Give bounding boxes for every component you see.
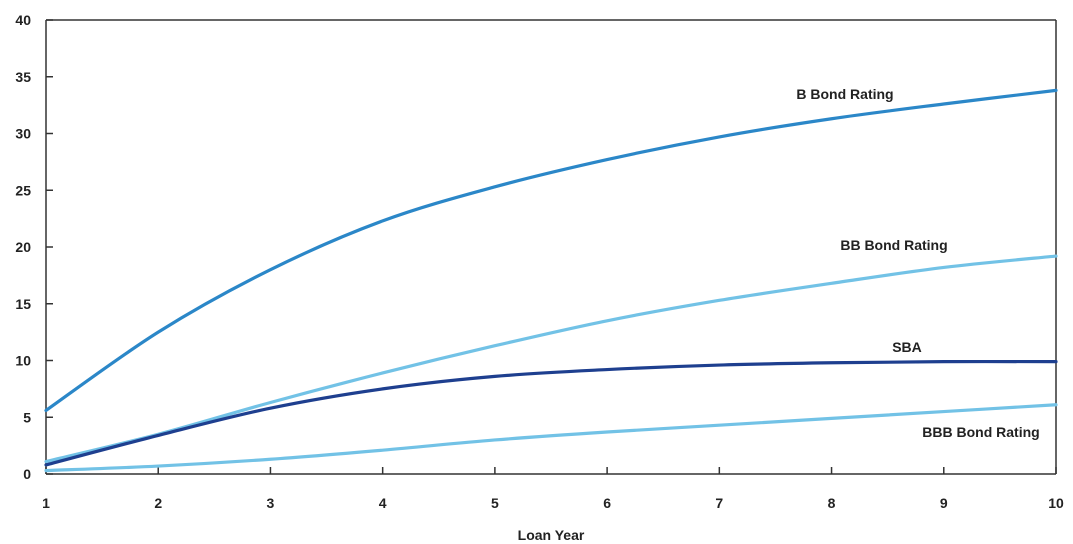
series-lines [44,88,1058,473]
series-label: BB Bond Rating [840,237,947,253]
series-line-sba [44,359,1058,467]
x-tick-label: 1 [42,495,50,511]
y-ticks: 0 5 10 15 20 25 30 35 40 [15,12,53,482]
series-line-bb-bond [44,254,1058,464]
x-tick-label: 6 [603,495,611,511]
series-line-bbb-bond [44,403,1058,473]
y-tick-label: 10 [15,353,31,369]
x-tick-label: 7 [715,495,723,511]
x-tick-label: 2 [154,495,162,511]
y-tick-label: 15 [15,296,31,312]
y-tick-label: 0 [23,466,31,482]
series-labels: B Bond Rating BB Bond Rating SBA BBB Bond R… [796,86,1039,440]
x-tick-label: 9 [940,495,948,511]
x-axis-title: Loan Year [518,527,585,543]
series-label: SBA [892,339,922,355]
y-tick-label: 40 [15,12,31,28]
x-ticks: 1 2 3 4 5 6 7 8 9 10 [42,467,1064,511]
series-label: B Bond Rating [796,86,893,102]
x-tick-label: 8 [828,495,836,511]
x-tick-label: 5 [491,495,499,511]
y-tick-label: 35 [15,69,31,85]
x-tick-label: 3 [267,495,275,511]
series-line-b-bond [44,88,1058,413]
y-tick-label: 5 [23,409,31,425]
y-tick-label: 25 [15,182,31,198]
series-label: BBB Bond Rating [922,424,1039,440]
x-tick-label: 10 [1048,495,1064,511]
x-tick-label: 4 [379,495,387,511]
y-tick-label: 20 [15,239,31,255]
y-tick-label: 30 [15,126,31,142]
